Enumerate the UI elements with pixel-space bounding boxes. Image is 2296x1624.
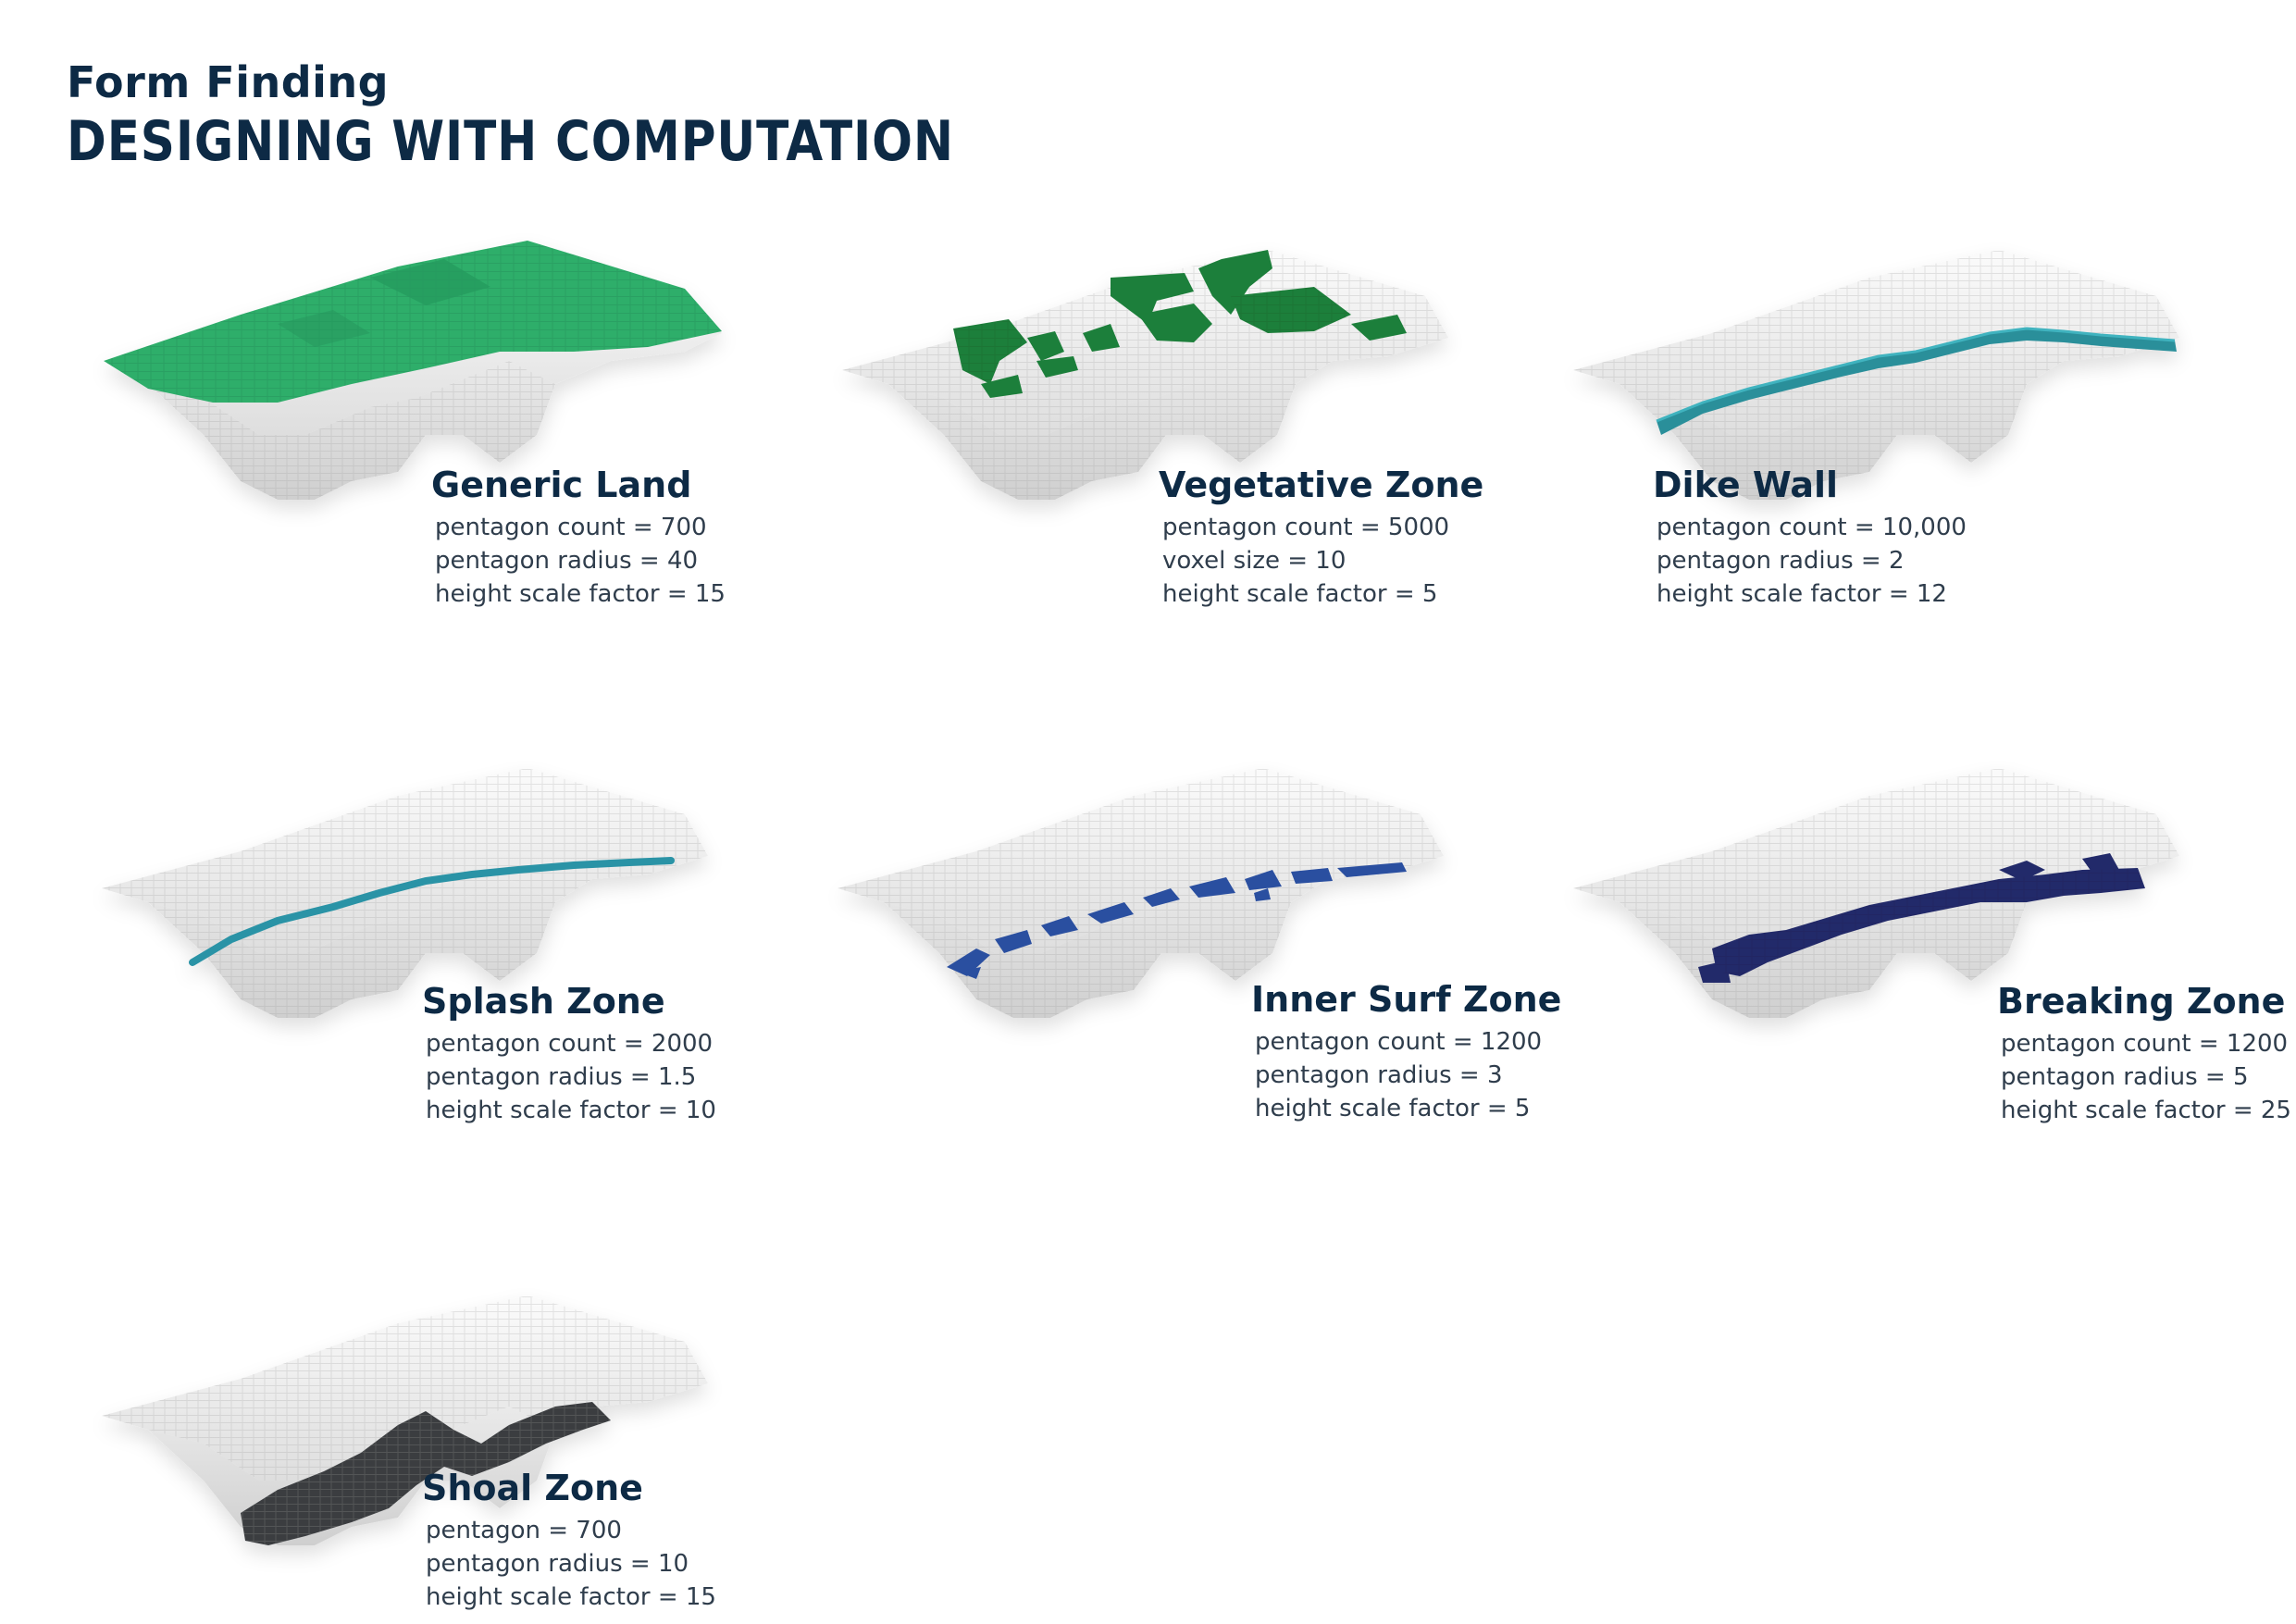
- param-line: pentagon radius = 10: [426, 1550, 689, 1578]
- param-line: pentagon count = 1200: [2001, 1030, 2289, 1058]
- param-line: pentagon radius = 1.5: [426, 1063, 697, 1091]
- param-line: pentagon radius = 5: [2001, 1063, 2249, 1091]
- param-line: height scale factor = 15: [435, 580, 726, 608]
- param-line: pentagon count = 5000: [1162, 514, 1450, 541]
- param-line: pentagon radius = 3: [1255, 1061, 1503, 1089]
- param-line: height scale factor = 10: [426, 1097, 716, 1124]
- panel-title: Inner Surf Zone: [1251, 979, 1562, 1020]
- param-line: voxel size = 10: [1162, 547, 1347, 575]
- panel-title: Shoal Zone: [422, 1468, 643, 1508]
- caption-breaking-zone: Breaking Zone pentagon count = 1200 pent…: [1997, 981, 2291, 1127]
- panel-title: Breaking Zone: [1997, 981, 2286, 1022]
- terrain-model-breaking-zone: [1564, 740, 2212, 1055]
- panel-title: Generic Land: [431, 465, 692, 505]
- param-line: height scale factor = 15: [426, 1583, 716, 1611]
- caption-inner-surf-zone: Inner Surf Zone pentagon count = 1200 pe…: [1251, 979, 1561, 1125]
- panel-title: Splash Zone: [422, 981, 665, 1022]
- caption-generic-land: Generic Land pentagon count = 700 pentag…: [431, 465, 726, 611]
- param-line: height scale factor = 5: [1255, 1095, 1531, 1122]
- param-line: pentagon count = 700: [435, 514, 707, 541]
- caption-vegetative-zone: Vegetative Zone pentagon count = 5000 vo…: [1159, 465, 1483, 611]
- terrain-model-dike-wall: [1564, 222, 2212, 537]
- terrain-model-inner-surf-zone: [828, 740, 1476, 1055]
- param-line: pentagon radius = 40: [435, 547, 699, 575]
- caption-dike-wall: Dike Wall pentagon count = 10,000 pentag…: [1653, 465, 1967, 611]
- param-line: pentagon radius = 2: [1657, 547, 1905, 575]
- page-subtitle: Form Finding: [67, 57, 390, 107]
- param-line: height scale factor = 5: [1162, 580, 1438, 608]
- terrain-model-shoal-zone: [93, 1268, 740, 1582]
- param-line: pentagon = 700: [426, 1517, 622, 1544]
- param-line: pentagon count = 1200: [1255, 1028, 1543, 1056]
- param-line: pentagon count = 2000: [426, 1030, 714, 1058]
- page-title: DESIGNING WITH COMPUTATION: [67, 109, 954, 174]
- caption-splash-zone: Splash Zone pentagon count = 2000 pentag…: [422, 981, 716, 1127]
- caption-shoal-zone: Shoal Zone pentagon = 700 pentagon radiu…: [422, 1468, 716, 1614]
- param-line: height scale factor = 25: [2001, 1097, 2291, 1124]
- param-line: height scale factor = 12: [1657, 580, 1947, 608]
- panel-title: Vegetative Zone: [1159, 465, 1484, 505]
- terrain-model-generic-land: [93, 222, 740, 537]
- panel-title: Dike Wall: [1653, 465, 1839, 505]
- param-line: pentagon count = 10,000: [1657, 514, 1967, 541]
- terrain-model-splash-zone: [93, 740, 740, 1055]
- terrain-model-vegetative-zone: [833, 222, 1481, 537]
